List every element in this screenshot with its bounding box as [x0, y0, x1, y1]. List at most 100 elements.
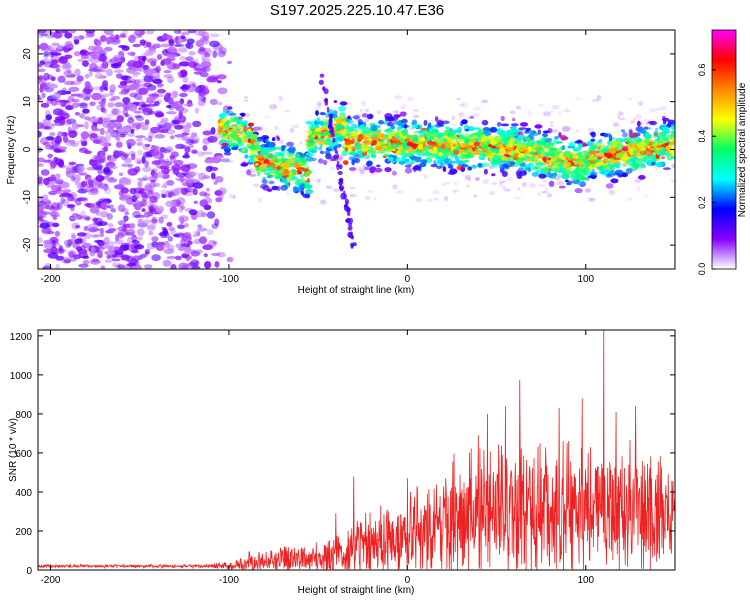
- noise-cell: [109, 204, 115, 211]
- signal-cell: [369, 167, 376, 174]
- spectrogram-y-ticks: -20 -10 0 10 20: [22, 48, 675, 252]
- noise-cell: [150, 222, 156, 230]
- signal-cell: [446, 132, 452, 138]
- signal-cell: [475, 137, 482, 141]
- signal-cell: [311, 134, 316, 138]
- signal-cell: [301, 168, 309, 172]
- noise-cell: [51, 93, 62, 100]
- signal-cell: [598, 167, 604, 171]
- signal-cell: [371, 136, 380, 141]
- signal-cell: [248, 158, 255, 163]
- signal-cell: [564, 179, 569, 183]
- noise-cell: [84, 73, 90, 79]
- colorbar-gradient: [711, 29, 737, 270]
- signal-cell: [461, 136, 466, 140]
- signal-cell: [318, 158, 324, 164]
- noise-cell: [144, 211, 151, 219]
- noise-cell: [135, 200, 141, 209]
- noise-cell: [193, 71, 203, 75]
- noise-cell: [468, 176, 472, 183]
- signal-cell: [638, 162, 644, 168]
- noise-cell: [100, 101, 106, 109]
- noise-cell: [364, 196, 371, 201]
- noise-cell: [244, 99, 248, 102]
- noise-cell: [45, 114, 53, 121]
- noise-cell: [473, 194, 478, 198]
- signal-cell: [668, 142, 673, 146]
- noise-cell: [114, 39, 121, 44]
- signal-cell: [463, 159, 470, 163]
- signal-cell: [252, 126, 261, 131]
- noise-cell: [108, 165, 118, 170]
- signal-cell: [246, 143, 252, 147]
- noise-cell: [413, 109, 419, 112]
- noise-cell: [184, 248, 191, 255]
- noise-cell: [319, 199, 327, 205]
- signal-cell: [400, 100, 404, 107]
- noise-cell: [163, 168, 170, 175]
- signal-cell: [276, 185, 281, 191]
- noise-cell: [74, 225, 81, 229]
- noise-cell: [151, 254, 161, 262]
- signal-cell: [364, 136, 368, 140]
- noise-cell: [502, 186, 507, 189]
- noise-cell: [113, 69, 124, 73]
- signal-cell: [625, 168, 632, 174]
- noise-cell: [134, 68, 143, 72]
- signal-cell: [500, 115, 505, 122]
- streak-cell: [336, 160, 340, 165]
- noise-cell: [79, 172, 88, 176]
- noise-cell: [173, 159, 184, 166]
- signal-cell: [637, 158, 643, 162]
- noise-cell: [123, 215, 129, 222]
- signal-cell: [616, 139, 621, 145]
- noise-cell: [141, 55, 147, 62]
- noise-cell: [97, 54, 108, 62]
- signal-cell: [590, 138, 596, 142]
- signal-cell: [341, 120, 349, 126]
- signal-cell: [528, 151, 536, 155]
- y-tick-label: 800: [15, 410, 32, 421]
- signal-cell: [291, 168, 297, 174]
- streak-cell: [330, 129, 334, 136]
- signal-cell: [266, 154, 274, 159]
- noise-cell: [214, 261, 220, 268]
- signal-cell: [403, 142, 408, 147]
- noise-cell: [106, 122, 117, 129]
- noise-cell: [214, 218, 220, 226]
- noise-cell: [115, 234, 120, 242]
- noise-cell: [451, 189, 459, 192]
- noise-cell: [134, 110, 142, 114]
- noise-cell: [314, 106, 322, 111]
- noise-cell: [120, 254, 130, 261]
- signal-cell: [393, 114, 402, 118]
- noise-cell: [132, 61, 143, 69]
- signal-cell: [356, 144, 362, 150]
- noise-cell: [133, 187, 145, 194]
- noise-cell: [119, 264, 127, 269]
- noise-cell: [57, 159, 65, 168]
- signal-cell: [386, 130, 395, 134]
- signal-cell: [234, 143, 238, 147]
- noise-cell: [574, 96, 582, 101]
- noise-cell: [104, 46, 113, 52]
- noise-cell: [117, 264, 126, 269]
- noise-cell: [89, 158, 96, 164]
- noise-cell: [210, 166, 219, 171]
- noise-cell: [513, 196, 522, 200]
- noise-cell: [173, 44, 185, 47]
- noise-cell: [99, 231, 105, 238]
- noise-cell: [529, 183, 537, 188]
- noise-cell: [146, 84, 157, 91]
- signal-cell: [606, 173, 612, 178]
- signal-cell: [243, 125, 248, 132]
- signal-cell: [263, 158, 270, 164]
- noise-cell: [132, 122, 142, 128]
- noise-cell: [184, 223, 189, 228]
- noise-cell: [166, 104, 173, 109]
- noise-cell: [183, 103, 194, 107]
- noise-cell: [537, 193, 541, 196]
- signal-cell: [563, 150, 572, 157]
- signal-cell: [589, 132, 595, 136]
- signal-cell: [496, 121, 502, 127]
